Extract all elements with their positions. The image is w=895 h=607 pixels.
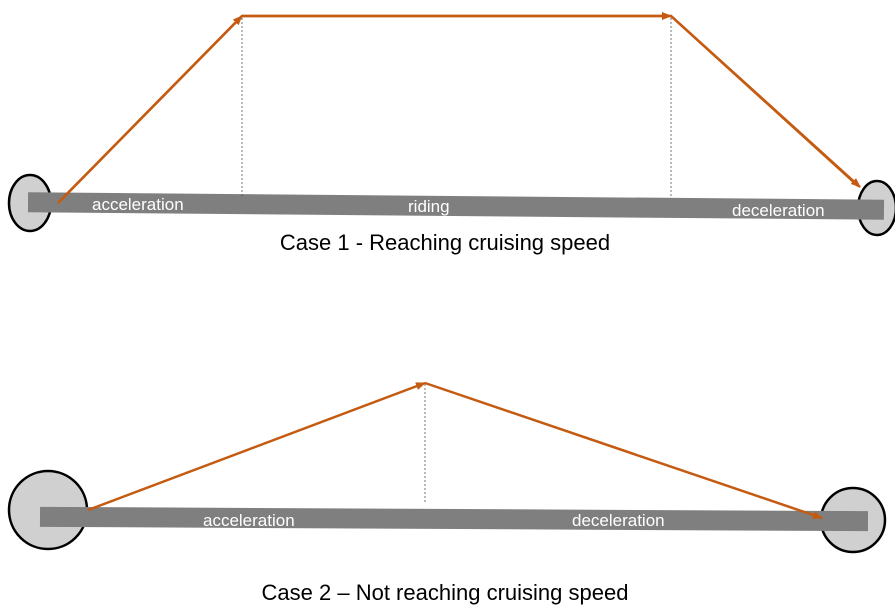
caption: Case 1 - Reaching cruising speed (280, 230, 610, 255)
case-2: acceleration deceleration Case 2 – Not r… (7, 381, 887, 605)
caption: Case 2 – Not reaching cruising speed (262, 580, 629, 605)
arrow (57, 15, 243, 204)
arrow (424, 381, 823, 520)
arrow (670, 15, 861, 188)
label: deceleration (572, 511, 665, 530)
label: deceleration (732, 201, 825, 220)
speed-profile (57, 14, 859, 204)
case-1: acceleration riding deceleration Case 1 … (7, 12, 895, 255)
track (39, 506, 869, 532)
arrow (87, 381, 426, 512)
label: acceleration (203, 511, 295, 530)
label: riding (408, 197, 450, 216)
track (27, 192, 885, 220)
label: acceleration (92, 195, 184, 214)
